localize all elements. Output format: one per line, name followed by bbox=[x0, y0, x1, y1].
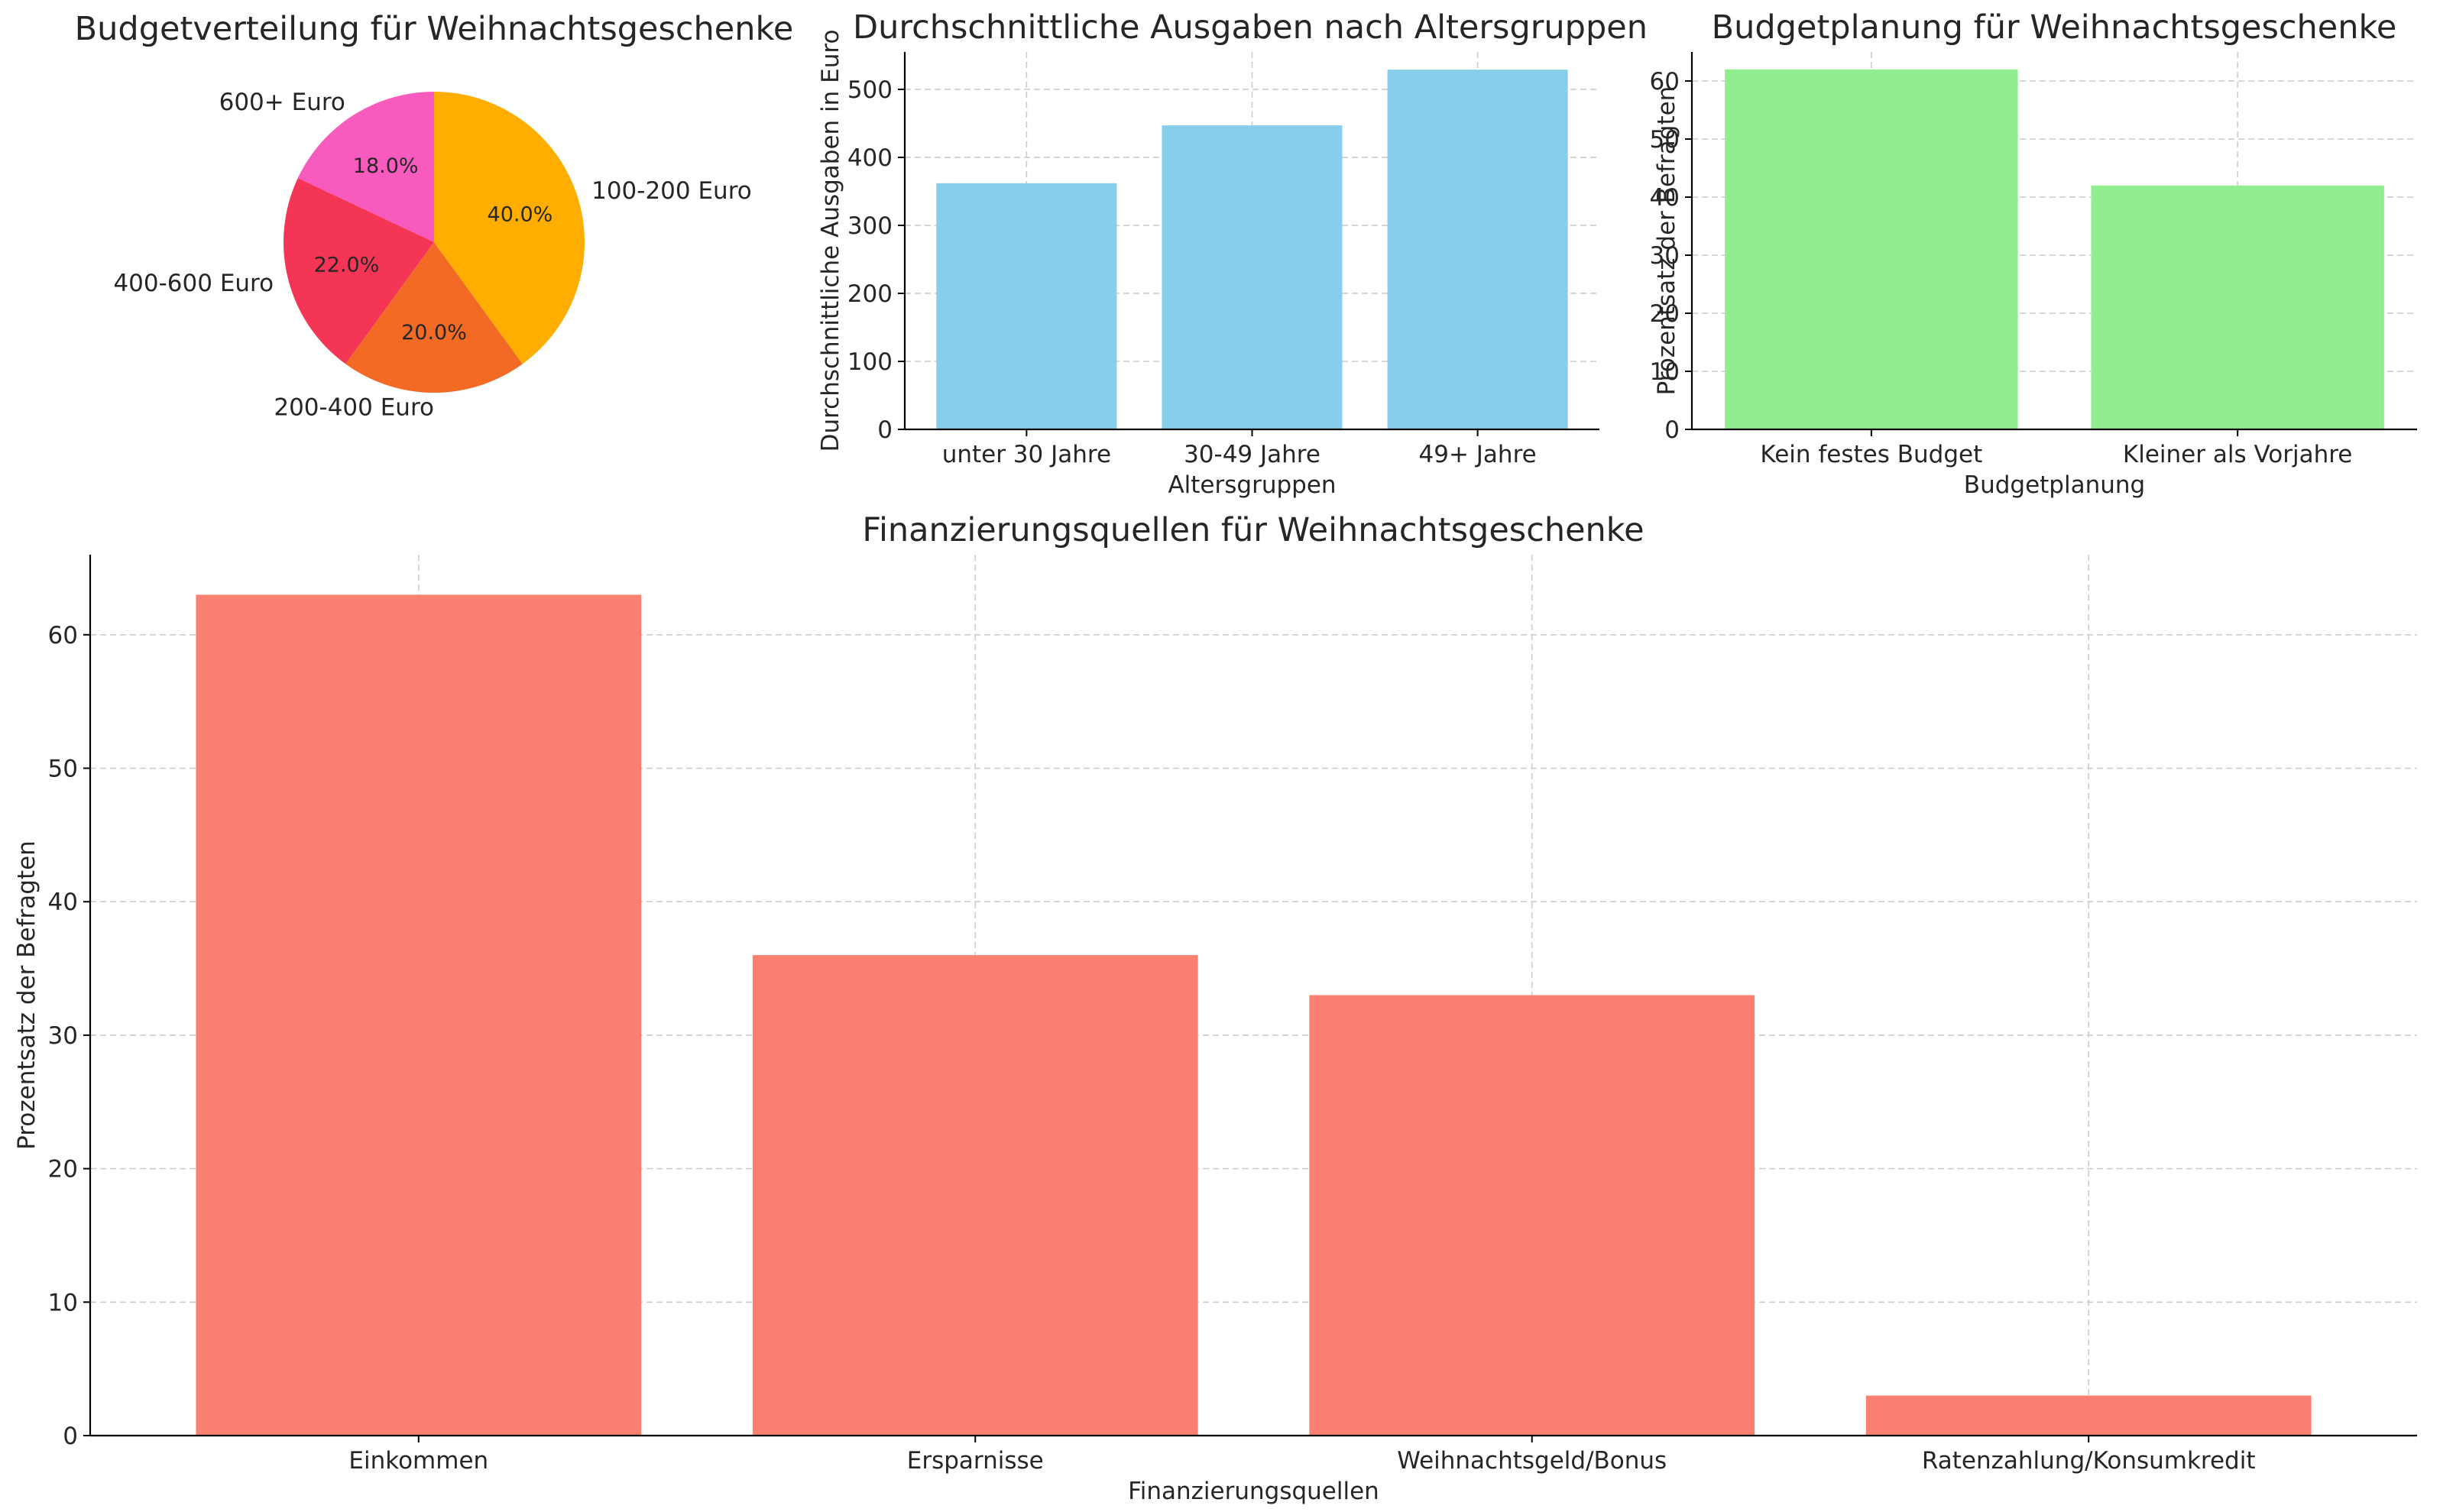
bar-chart-ausgaben-altersgruppen: 0 100 200 300 400 500 unter 30 Jahre 30-49 Jahr… bbox=[817, 8, 1648, 499]
bar bbox=[1162, 125, 1343, 429]
bar bbox=[1865, 1395, 2312, 1436]
bar bbox=[196, 594, 642, 1436]
chart-title: Durchschnittliche Ausgaben nach Altersgr… bbox=[853, 8, 1648, 47]
bar bbox=[752, 955, 1198, 1436]
y-tick-label: 400 bbox=[847, 144, 893, 172]
pie-value-label: 20.0% bbox=[401, 321, 467, 345]
chart-title: Budgetverteilung für Weihnachtsgeschenke bbox=[75, 10, 794, 48]
x-axis-label: Budgetplanung bbox=[1964, 471, 2145, 499]
pie-slice bbox=[297, 92, 434, 242]
x-tick-label: unter 30 Jahre bbox=[942, 441, 1111, 468]
pie-slice bbox=[283, 178, 434, 364]
pie-category-label: 100-200 Euro bbox=[591, 177, 752, 205]
x-tick-label: Kein festes Budget bbox=[1760, 441, 1982, 468]
pie-value-label: 22.0% bbox=[314, 253, 380, 277]
x-tick-label: 30-49 Jahre bbox=[1184, 441, 1320, 468]
y-tick-label: 10 bbox=[1650, 358, 1680, 386]
chart-title: Budgetplanung für Weihnachtsgeschenke bbox=[1712, 8, 2397, 47]
bar bbox=[1387, 70, 1568, 430]
y-tick-label: 40 bbox=[1650, 184, 1680, 212]
chart-title: Finanzierungsquellen für Weihnachtsgesch… bbox=[862, 511, 1644, 549]
y-tick-label: 30 bbox=[48, 1022, 78, 1050]
y-tick-label: 0 bbox=[1664, 416, 1680, 444]
x-tick-label: Ratenzahlung/Konsumkredit bbox=[1922, 1447, 2256, 1475]
y-tick-label: 60 bbox=[48, 622, 78, 649]
pie-category-label: 400-600 Euro bbox=[113, 270, 274, 297]
y-tick-label: 20 bbox=[1650, 300, 1680, 328]
y-tick-label: 500 bbox=[847, 76, 893, 104]
y-tick-label: 200 bbox=[847, 280, 893, 308]
x-tick-label: Ersparnisse bbox=[907, 1447, 1044, 1475]
pie-slice bbox=[434, 92, 585, 364]
bar-chart-finanzierungsquellen: 0 10 20 30 40 50 60 Einkommen Ersparnisse Weihnac… bbox=[13, 511, 2417, 1505]
x-tick-label: Einkommen bbox=[348, 1447, 488, 1475]
bar bbox=[936, 183, 1117, 429]
pie-value-label: 18.0% bbox=[353, 154, 419, 178]
y-axis-label: Durchschnittliche Ausgaben in Euro bbox=[817, 30, 844, 452]
y-axis-label: Prozentsatz der Befragten bbox=[13, 840, 41, 1150]
x-tick-label: 49+ Jahre bbox=[1419, 441, 1537, 468]
bar bbox=[1725, 69, 2018, 430]
y-tick-label: 30 bbox=[1650, 242, 1680, 270]
pie-category-label: 600+ Euro bbox=[219, 89, 345, 116]
y-tick-label: 300 bbox=[847, 212, 893, 240]
y-tick-label: 40 bbox=[48, 889, 78, 916]
y-tick-label: 100 bbox=[847, 348, 893, 376]
bar bbox=[2091, 185, 2384, 430]
bar-chart-budgetplanung: 0 10 20 30 40 50 60 Kein festes Budget Kleiner a… bbox=[1650, 8, 2417, 499]
y-tick-label: 0 bbox=[877, 416, 893, 444]
pie-category-label: 200-400 Euro bbox=[274, 394, 434, 422]
y-tick-label: 60 bbox=[1650, 68, 1680, 96]
x-tick-label: Weihnachtsgeld/Bonus bbox=[1397, 1447, 1667, 1475]
y-axis-label: Prozentsatz der Befragten bbox=[1653, 86, 1680, 396]
y-tick-label: 50 bbox=[48, 756, 78, 783]
pie-chart-budgetverteilung: Budgetverteilung für Weihnachtsgeschenke… bbox=[75, 10, 794, 422]
y-tick-label: 10 bbox=[48, 1289, 78, 1316]
y-tick-label: 0 bbox=[63, 1423, 78, 1450]
x-axis-label: Finanzierungsquellen bbox=[1128, 1478, 1379, 1505]
pie-slice bbox=[345, 242, 523, 393]
bar bbox=[1309, 995, 1755, 1436]
x-tick-label: Kleiner als Vorjahre bbox=[2123, 441, 2352, 468]
y-tick-label: 20 bbox=[48, 1156, 78, 1183]
y-tick-label: 50 bbox=[1650, 126, 1680, 154]
x-axis-label: Altersgruppen bbox=[1168, 471, 1336, 499]
pie-value-label: 40.0% bbox=[488, 202, 553, 226]
